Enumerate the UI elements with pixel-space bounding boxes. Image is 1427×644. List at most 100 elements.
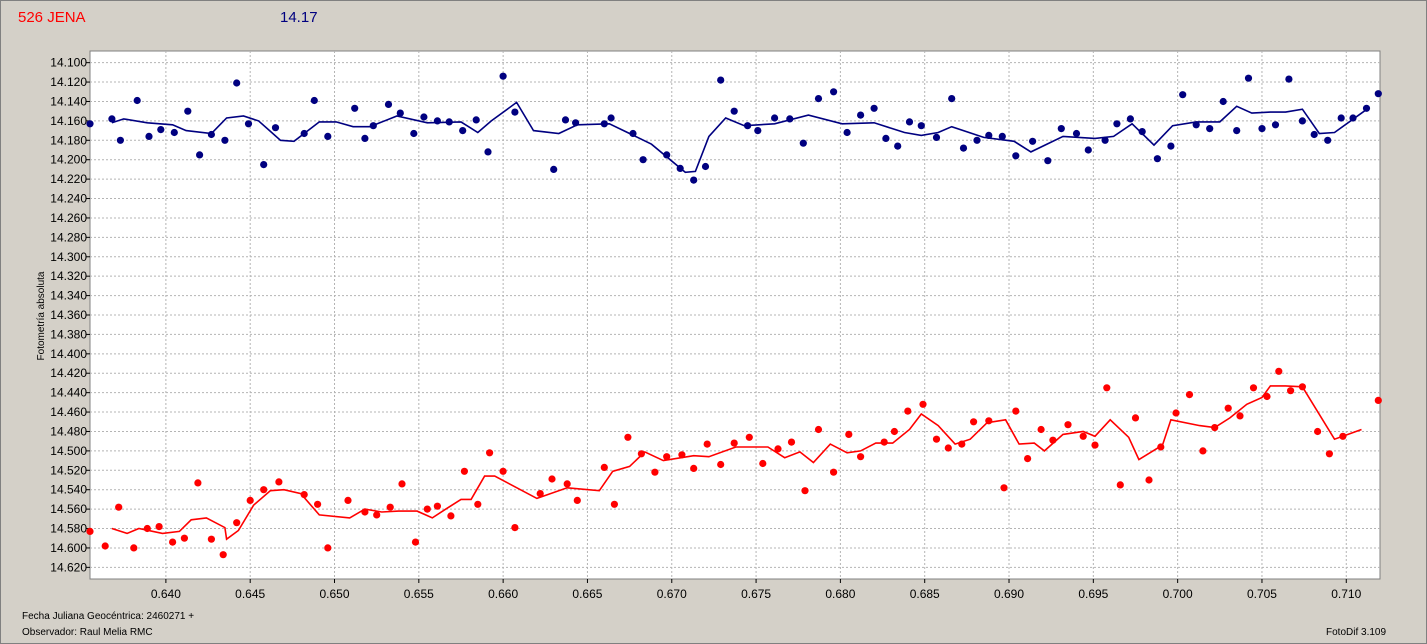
data-point bbox=[717, 460, 725, 469]
data-point bbox=[1192, 121, 1200, 129]
trend-line bbox=[111, 101, 1369, 174]
data-point bbox=[932, 435, 941, 443]
x-tick-label: 0.660 bbox=[488, 587, 518, 601]
data-point bbox=[115, 503, 123, 511]
data-point bbox=[890, 427, 899, 436]
x-tick-label: 0.680 bbox=[825, 587, 855, 601]
data-point bbox=[958, 440, 966, 448]
data-point bbox=[1271, 121, 1280, 129]
data-point bbox=[351, 104, 359, 112]
data-point bbox=[948, 95, 956, 103]
data-point bbox=[133, 96, 141, 105]
y-tick-label: 14.400 bbox=[50, 347, 87, 361]
data-point bbox=[1211, 424, 1219, 432]
data-point bbox=[744, 122, 752, 130]
data-point bbox=[447, 512, 455, 520]
data-point bbox=[745, 433, 753, 441]
data-point bbox=[271, 124, 280, 132]
data-point bbox=[420, 113, 428, 121]
data-point bbox=[1287, 387, 1295, 395]
data-point bbox=[1024, 455, 1032, 463]
x-tick-label: 0.650 bbox=[319, 587, 349, 601]
data-point bbox=[1179, 91, 1187, 99]
data-point bbox=[1012, 152, 1020, 160]
y-tick-label: 14.480 bbox=[50, 424, 87, 438]
data-point bbox=[433, 117, 441, 125]
data-point bbox=[1349, 114, 1357, 122]
data-point bbox=[1138, 128, 1146, 136]
data-point bbox=[703, 440, 711, 448]
data-point bbox=[246, 496, 254, 504]
y-tick-labels: 14.100 14.120 14.140 14.160 14.180 14.200 14.2… bbox=[50, 56, 87, 575]
data-point bbox=[843, 128, 851, 137]
data-point bbox=[1049, 436, 1057, 444]
observer-label: Observador: Raul Melia RMC bbox=[22, 627, 153, 638]
data-point bbox=[814, 425, 823, 434]
data-point bbox=[361, 134, 369, 142]
x-tick-labels: 0.640 0.645 0.650 0.655 0.660 0.665 0.670 0.675… bbox=[151, 587, 1362, 601]
data-point bbox=[324, 544, 332, 552]
y-tick-label: 14.240 bbox=[50, 192, 87, 206]
data-point bbox=[1236, 412, 1244, 420]
data-point bbox=[548, 475, 556, 483]
data-point bbox=[771, 114, 779, 122]
data-point bbox=[717, 76, 725, 84]
x-tick-label: 0.700 bbox=[1163, 587, 1193, 601]
data-point bbox=[1079, 432, 1087, 440]
y-tick-label: 14.340 bbox=[50, 289, 87, 303]
data-point bbox=[932, 133, 941, 141]
data-point bbox=[275, 478, 283, 486]
data-point bbox=[1233, 127, 1241, 135]
data-point bbox=[917, 122, 925, 130]
data-point bbox=[300, 491, 308, 499]
data-point bbox=[1258, 125, 1266, 133]
data-point bbox=[511, 524, 519, 532]
data-point bbox=[610, 500, 619, 508]
x-tick-label: 0.675 bbox=[741, 587, 771, 601]
data-point bbox=[676, 164, 684, 172]
data-point bbox=[786, 115, 794, 123]
y-tick-label: 14.220 bbox=[50, 172, 87, 186]
data-point bbox=[1037, 425, 1045, 434]
x-tick-label: 0.685 bbox=[910, 587, 940, 601]
data-point bbox=[108, 115, 116, 123]
data-point bbox=[919, 400, 927, 408]
data-point bbox=[511, 108, 519, 116]
data-point bbox=[369, 122, 377, 130]
data-point bbox=[561, 116, 570, 124]
data-point bbox=[1157, 443, 1165, 451]
data-point bbox=[474, 500, 482, 508]
y-tick-label: 14.320 bbox=[50, 269, 87, 283]
data-point bbox=[1145, 476, 1153, 484]
y-tick-label: 14.100 bbox=[50, 56, 87, 70]
data-point bbox=[1113, 120, 1121, 128]
data-point bbox=[563, 480, 571, 488]
data-point bbox=[944, 444, 952, 452]
data-point bbox=[260, 486, 268, 494]
data-point bbox=[1219, 97, 1227, 106]
data-point bbox=[310, 96, 318, 105]
data-point bbox=[499, 72, 507, 80]
data-point bbox=[472, 116, 480, 124]
data-point bbox=[663, 151, 671, 159]
data-point bbox=[244, 120, 253, 128]
data-point bbox=[1374, 90, 1382, 98]
data-point bbox=[1298, 383, 1306, 391]
y-tick-label: 14.160 bbox=[50, 114, 87, 128]
data-point bbox=[1044, 157, 1052, 165]
data-point bbox=[423, 505, 431, 513]
y-tick-label: 14.420 bbox=[50, 366, 87, 380]
data-point bbox=[1172, 409, 1180, 417]
data-point bbox=[904, 407, 912, 415]
data-point bbox=[959, 144, 968, 152]
data-point bbox=[894, 142, 902, 150]
data-point bbox=[196, 151, 204, 159]
data-point bbox=[572, 119, 580, 127]
data-point bbox=[143, 524, 151, 533]
data-point bbox=[1167, 142, 1175, 150]
x-tick-label: 0.670 bbox=[657, 587, 687, 601]
data-point bbox=[219, 551, 227, 559]
data-point bbox=[180, 534, 188, 542]
data-point bbox=[1084, 146, 1092, 154]
